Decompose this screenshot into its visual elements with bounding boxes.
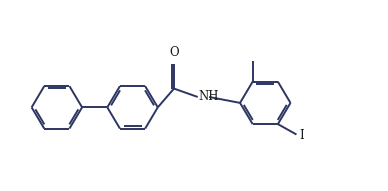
Text: I: I — [299, 129, 304, 142]
Text: NH: NH — [199, 91, 219, 104]
Text: O: O — [169, 46, 179, 59]
